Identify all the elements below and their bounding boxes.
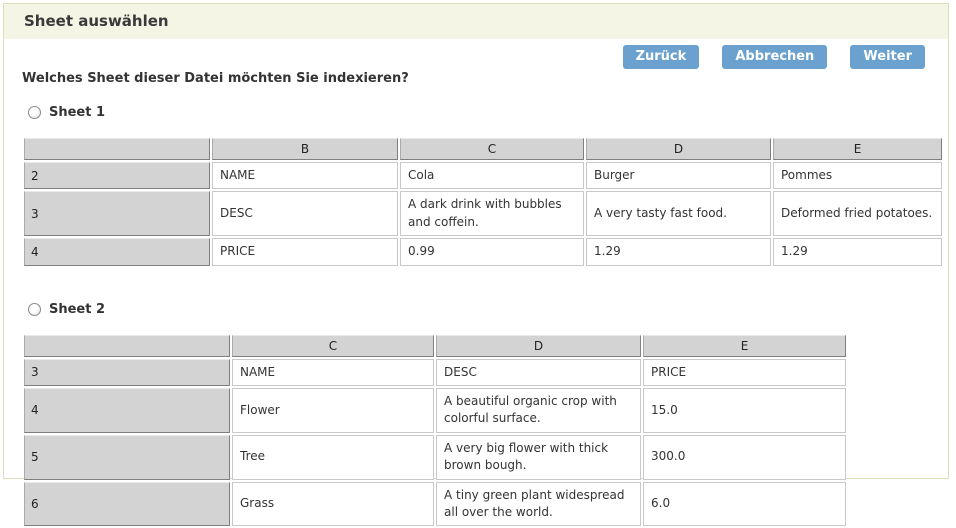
question-text: Welches Sheet dieser Datei möchten Sie i… xyxy=(22,71,930,86)
corner-header-cell xyxy=(24,335,230,357)
row-number-cell: 5 xyxy=(24,435,230,480)
table-cell: A beautiful organic crop with colorful s… xyxy=(436,388,641,433)
table-cell: NAME xyxy=(212,162,398,189)
column-header: D xyxy=(436,335,641,357)
next-button[interactable]: Weiter xyxy=(850,45,925,69)
column-header: C xyxy=(400,138,584,160)
table-cell: A tiny green plant widespread all over t… xyxy=(436,482,641,527)
cancel-button[interactable]: Abbrechen xyxy=(722,45,827,69)
column-header: D xyxy=(586,138,771,160)
table-cell: Grass xyxy=(232,482,434,527)
table-cell: 300.0 xyxy=(643,435,846,480)
row-number-cell: 4 xyxy=(24,238,210,265)
dialog-content: Zurück Abbrechen Weiter Welches Sheet di… xyxy=(4,45,948,528)
row-number-cell: 2 xyxy=(24,162,210,189)
table-cell: A very big flower with thick brown bough… xyxy=(436,435,641,480)
table-cell: A dark drink with bubbles and coffein. xyxy=(400,191,584,236)
table-cell: 1.29 xyxy=(773,238,942,265)
dialog-header: Sheet auswählen xyxy=(4,4,948,39)
column-header: B xyxy=(212,138,398,160)
table-cell: PRICE xyxy=(643,359,846,386)
sheet-2-radio-label[interactable]: Sheet 2 xyxy=(49,302,105,317)
table-cell: Deformed fried potatoes. xyxy=(773,191,942,236)
table-cell: 1.29 xyxy=(586,238,771,265)
toolbar: Zurück Abbrechen Weiter xyxy=(22,45,930,69)
table-cell: A very tasty fast food. xyxy=(586,191,771,236)
sheet-1-radio[interactable] xyxy=(28,106,41,119)
table-cell: Cola xyxy=(400,162,584,189)
column-header: C xyxy=(232,335,434,357)
row-number-cell: 6 xyxy=(24,482,230,527)
table-cell: PRICE xyxy=(212,238,398,265)
back-button[interactable]: Zurück xyxy=(623,45,700,69)
table-cell: 6.0 xyxy=(643,482,846,527)
column-header: E xyxy=(773,138,942,160)
table-cell: 0.99 xyxy=(400,238,584,265)
table-cell: Burger xyxy=(586,162,771,189)
row-number-cell: 4 xyxy=(24,388,230,433)
table-cell: 15.0 xyxy=(643,388,846,433)
sheet-2-radio-row: Sheet 2 xyxy=(28,302,930,317)
row-number-cell: 3 xyxy=(24,359,230,386)
table-cell: DESC xyxy=(212,191,398,236)
page-title: Sheet auswählen xyxy=(24,12,928,30)
table-cell: NAME xyxy=(232,359,434,386)
corner-header-cell xyxy=(24,138,210,160)
dialog-panel: Sheet auswählen Zurück Abbrechen Weiter … xyxy=(3,3,949,479)
table-cell: Pommes xyxy=(773,162,942,189)
table-cell: DESC xyxy=(436,359,641,386)
row-number-cell: 3 xyxy=(24,191,210,236)
column-header: E xyxy=(643,335,846,357)
sheet-1-radio-label[interactable]: Sheet 1 xyxy=(49,105,105,120)
sheet-2-radio[interactable] xyxy=(28,303,41,316)
table-cell: Flower xyxy=(232,388,434,433)
table-cell: Tree xyxy=(232,435,434,480)
sheet-1-radio-row: Sheet 1 xyxy=(28,105,930,120)
